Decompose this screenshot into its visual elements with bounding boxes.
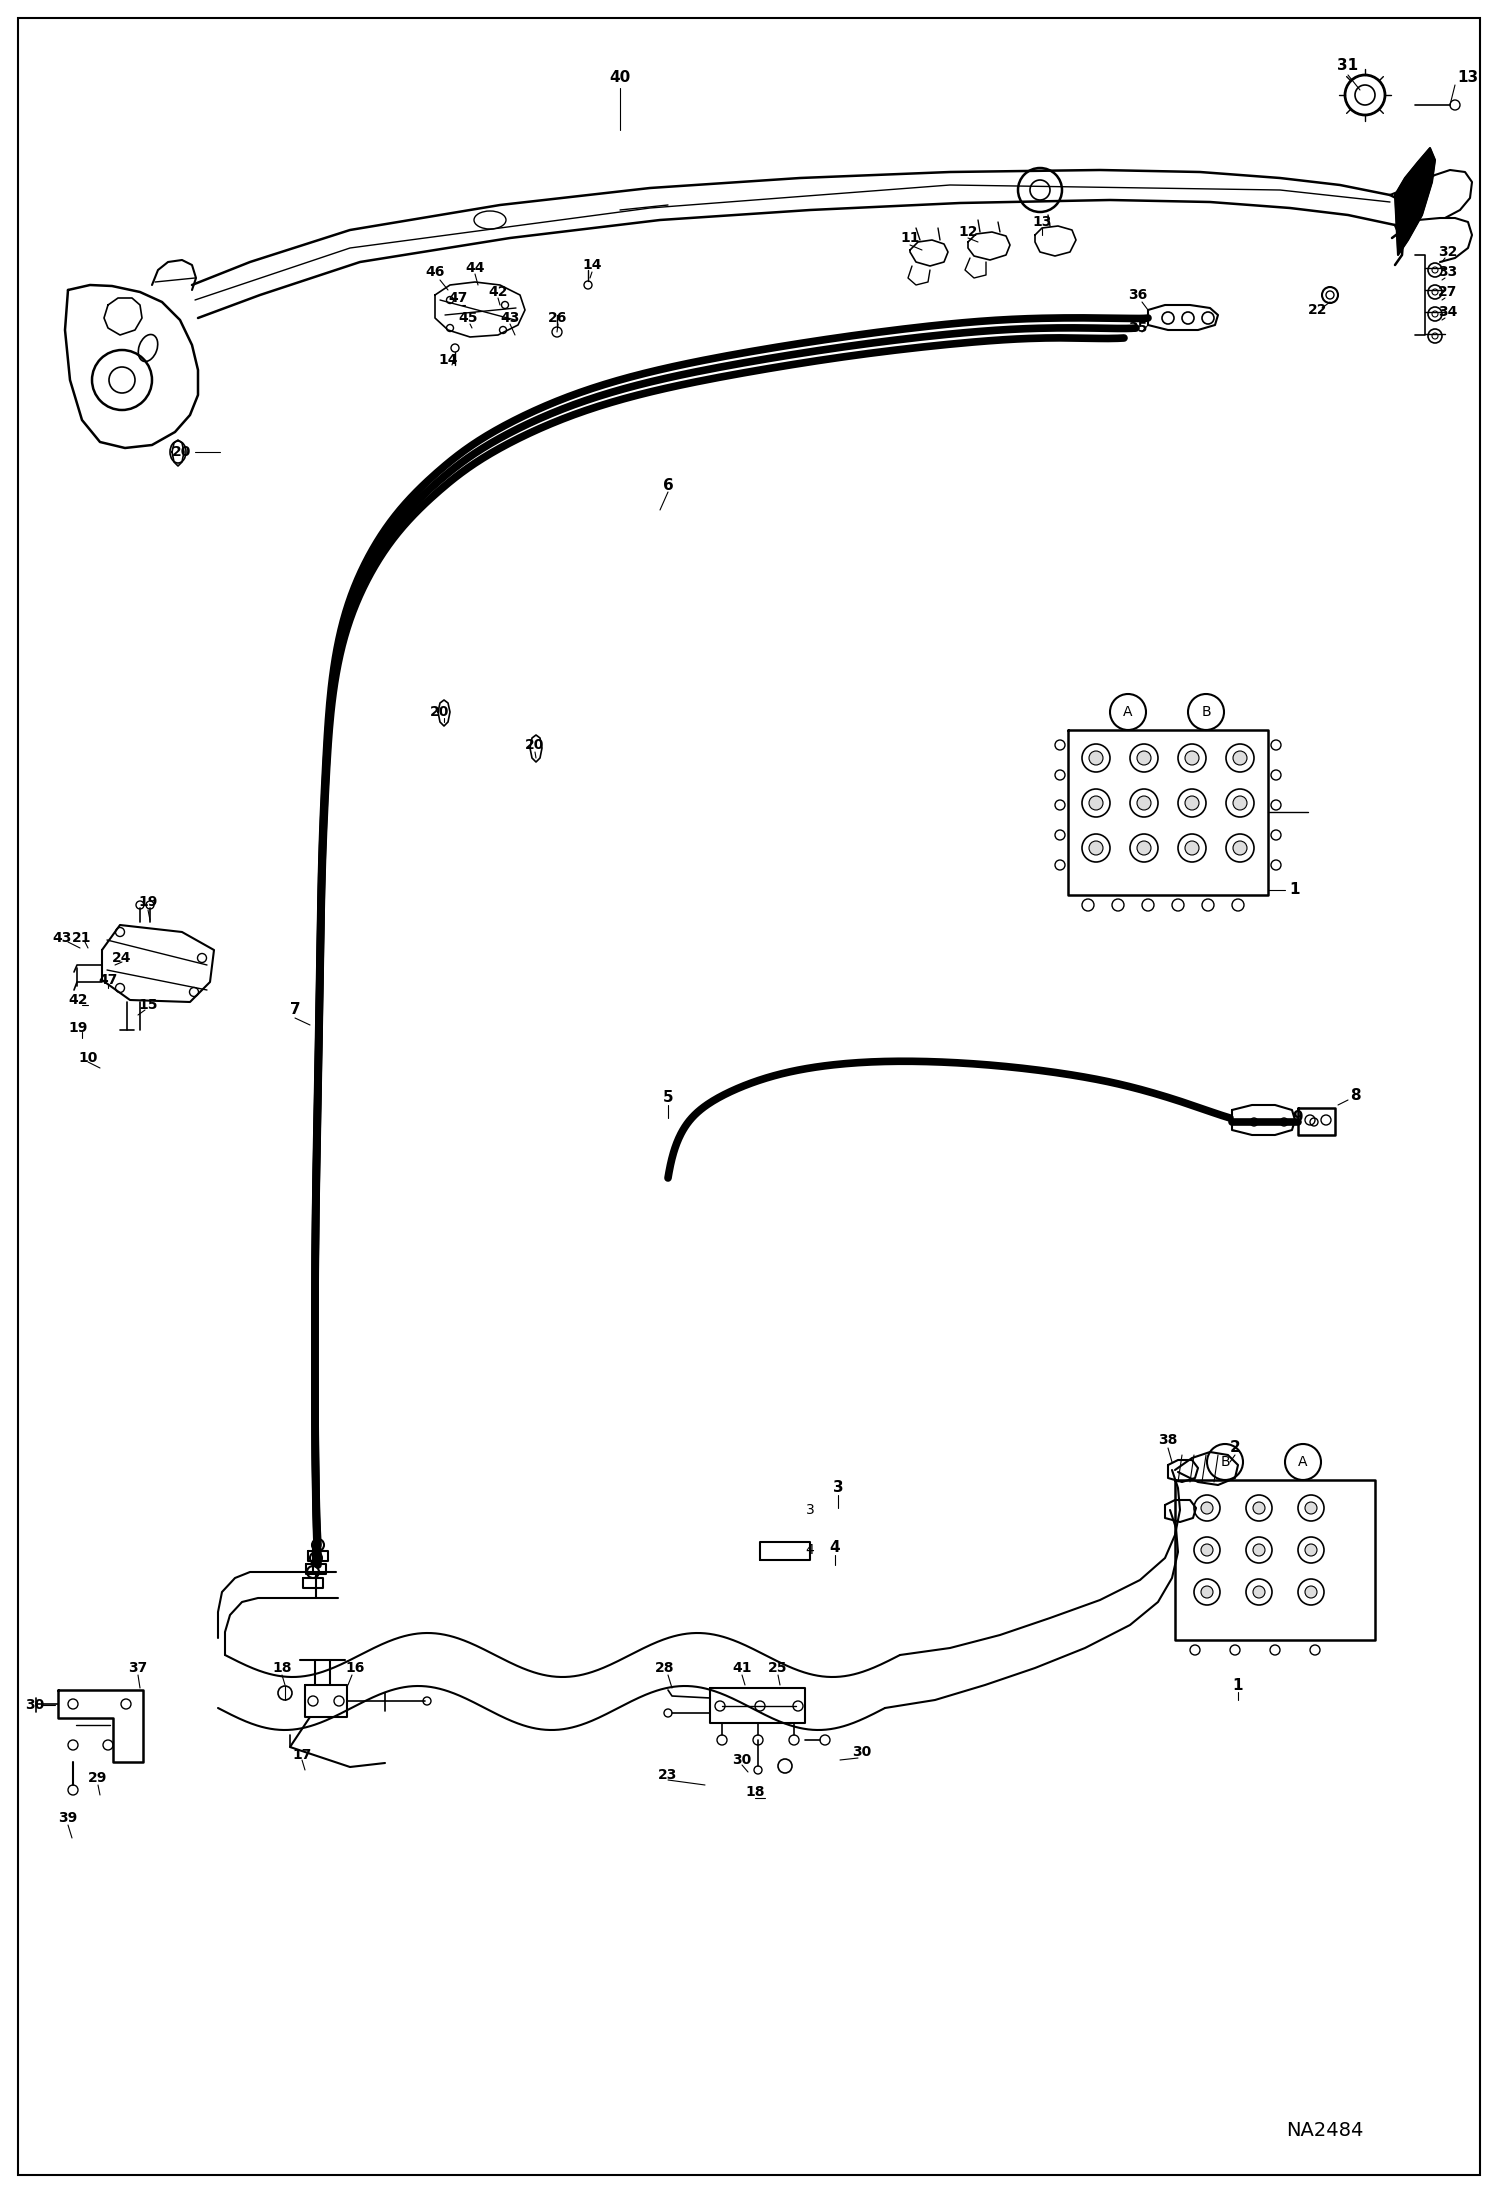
Text: 20: 20 (526, 739, 545, 752)
Text: 42: 42 (488, 285, 508, 298)
Text: 12: 12 (959, 226, 978, 239)
Circle shape (1305, 1544, 1317, 1557)
Circle shape (1089, 840, 1103, 855)
Polygon shape (1395, 147, 1435, 254)
Circle shape (1252, 1502, 1264, 1513)
Text: 14: 14 (583, 259, 602, 272)
Text: 43: 43 (500, 311, 520, 325)
Text: 4: 4 (830, 1539, 840, 1555)
Text: NA2484: NA2484 (1287, 2121, 1363, 2140)
Circle shape (1233, 796, 1246, 809)
Circle shape (1185, 796, 1198, 809)
Text: 31: 31 (1338, 57, 1359, 72)
Text: 6: 6 (662, 478, 674, 493)
Circle shape (1233, 840, 1246, 855)
Text: 11: 11 (900, 230, 920, 246)
Text: 43: 43 (52, 932, 72, 945)
Circle shape (1305, 1502, 1317, 1513)
Text: 33: 33 (1438, 265, 1458, 279)
Circle shape (1201, 1502, 1213, 1513)
Text: 21: 21 (72, 932, 91, 945)
Text: 18: 18 (745, 1785, 765, 1798)
Circle shape (1137, 796, 1150, 809)
Text: 47: 47 (448, 292, 467, 305)
Text: 41: 41 (733, 1660, 752, 1675)
Text: 13: 13 (1032, 215, 1052, 228)
Text: 22: 22 (1308, 303, 1327, 318)
Text: 28: 28 (655, 1660, 674, 1675)
Text: 40: 40 (610, 70, 631, 86)
Text: 30: 30 (733, 1752, 752, 1768)
Text: 30: 30 (852, 1746, 872, 1759)
Text: 1: 1 (1290, 882, 1300, 897)
Circle shape (1201, 1544, 1213, 1557)
Text: 10: 10 (78, 1050, 97, 1066)
Text: 19: 19 (69, 1022, 88, 1035)
Text: 13: 13 (1458, 70, 1479, 86)
Circle shape (1252, 1544, 1264, 1557)
Text: 16: 16 (346, 1660, 364, 1675)
Text: 47: 47 (99, 974, 118, 987)
Text: 26: 26 (548, 311, 568, 325)
Text: 45: 45 (458, 311, 478, 325)
Text: 24: 24 (112, 952, 132, 965)
Circle shape (1252, 1586, 1264, 1599)
Text: 29: 29 (88, 1772, 108, 1785)
Text: 38: 38 (1158, 1432, 1177, 1447)
Text: 23: 23 (658, 1768, 677, 1783)
Text: 32: 32 (1438, 246, 1458, 259)
Text: 5: 5 (662, 1090, 673, 1105)
Text: 46: 46 (425, 265, 445, 279)
Text: 19: 19 (138, 895, 157, 910)
Text: 9: 9 (1293, 1110, 1303, 1125)
Text: 8: 8 (1350, 1088, 1360, 1103)
Text: 25: 25 (768, 1660, 788, 1675)
Circle shape (1089, 796, 1103, 809)
Text: 35: 35 (1128, 320, 1147, 336)
Text: 44: 44 (466, 261, 485, 274)
Circle shape (1201, 1586, 1213, 1599)
Text: 17: 17 (292, 1748, 312, 1761)
Text: A: A (1299, 1454, 1308, 1469)
Text: 3: 3 (833, 1480, 843, 1496)
Text: 20: 20 (172, 445, 192, 458)
Text: 42: 42 (69, 993, 88, 1007)
Circle shape (1089, 750, 1103, 765)
Text: 34: 34 (1438, 305, 1458, 318)
Text: B: B (1221, 1454, 1230, 1469)
Circle shape (1137, 840, 1150, 855)
Text: 27: 27 (1438, 285, 1458, 298)
Circle shape (1233, 750, 1246, 765)
Circle shape (1305, 1586, 1317, 1599)
Text: 15: 15 (138, 998, 157, 1011)
Text: 37: 37 (129, 1660, 148, 1675)
Text: 14: 14 (439, 353, 458, 366)
Text: 4: 4 (806, 1544, 815, 1557)
Circle shape (1185, 840, 1198, 855)
Text: 20: 20 (430, 704, 449, 719)
Text: 1: 1 (1233, 1678, 1243, 1693)
Text: 18: 18 (273, 1660, 292, 1675)
Circle shape (1185, 750, 1198, 765)
Text: 2: 2 (1230, 1441, 1240, 1456)
Text: 3: 3 (806, 1502, 815, 1518)
Text: 36: 36 (1128, 287, 1147, 303)
Text: 39: 39 (58, 1811, 78, 1825)
Text: 30: 30 (25, 1697, 45, 1713)
Text: B: B (1201, 704, 1210, 719)
Circle shape (1137, 750, 1150, 765)
Text: 7: 7 (289, 1002, 300, 1018)
Text: A: A (1124, 704, 1132, 719)
